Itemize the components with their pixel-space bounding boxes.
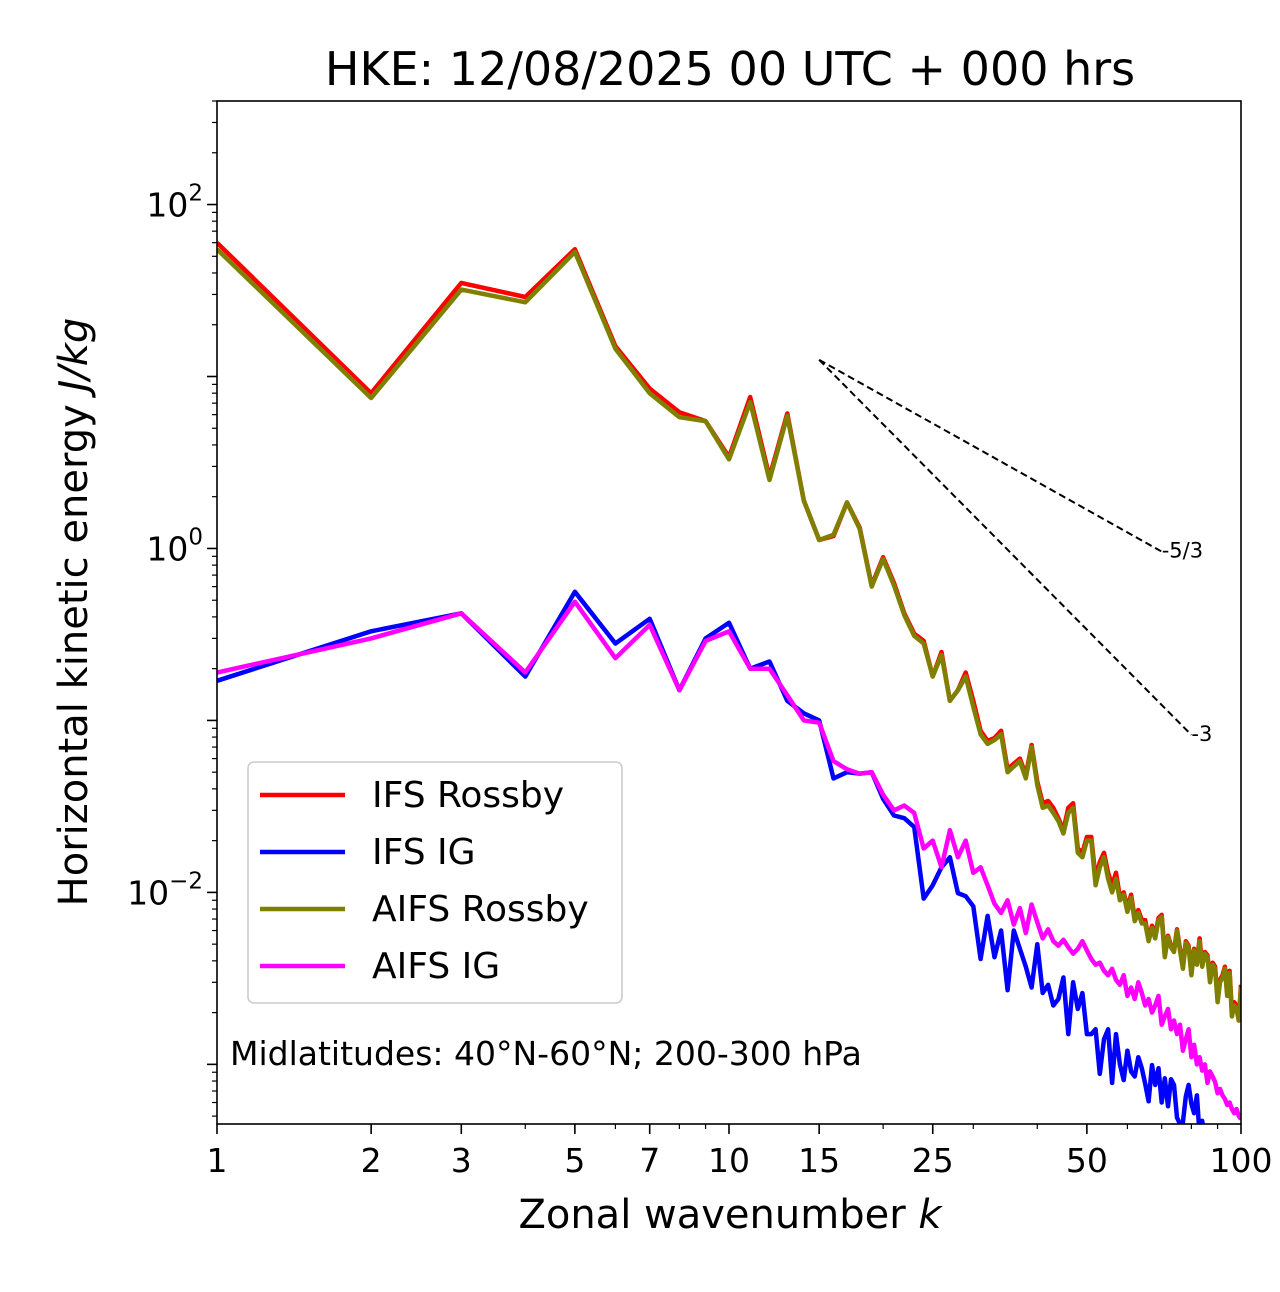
- legend-label: AIFS Rossby: [372, 889, 589, 930]
- x-tick-label: 2: [361, 1141, 382, 1180]
- series-line-aifs-ig: [217, 599, 1241, 1121]
- x-tick-label: 5: [564, 1141, 585, 1180]
- reference-line-slope-2: [818, 359, 1193, 736]
- y-tick-label: 102: [146, 181, 203, 225]
- chart-title: HKE: 12/08/2025 00 UTC + 000 hrs: [325, 42, 1135, 96]
- region-annotation: Midlatitudes: 40°N-60°N; 200-300 hPa: [230, 1034, 862, 1073]
- y-tick-label: 10−2: [127, 868, 203, 912]
- y-tick-label: 100: [146, 524, 203, 568]
- legend-label: IFS Rossby: [372, 775, 564, 816]
- x-tick-label: 50: [1066, 1141, 1108, 1180]
- reference-line-slope-1: [818, 358, 1163, 553]
- x-axis-label-variable: k: [918, 1192, 943, 1238]
- x-tick-label: 7: [639, 1141, 660, 1180]
- reference-line-label-1: -5/3: [1162, 539, 1203, 563]
- legend-label: AIFS IG: [372, 946, 500, 987]
- x-axis-ticks: 1 2 3 5 7 10 15 25 50 100: [207, 1124, 1273, 1180]
- plot-area: [217, 241, 1241, 1124]
- x-tick-label: 1: [207, 1141, 228, 1180]
- y-axis-label-unit: J/kg: [51, 318, 97, 399]
- x-axis-label-text: Zonal wavenumber: [518, 1192, 918, 1238]
- legend: IFS Rossby IFS IG AIFS Rossby AIFS IG: [247, 761, 623, 1004]
- reference-line-label-2: -3: [1191, 722, 1212, 746]
- y-axis-ticks: 10−2 100 102: [127, 100, 217, 1117]
- x-tick-label: 15: [798, 1141, 840, 1180]
- y-axis-label-text: Horizontal kinetic energy: [51, 392, 97, 907]
- y-axis-label: Horizontal kinetic energy J/kg: [51, 318, 97, 907]
- legend-label: IFS IG: [372, 832, 476, 873]
- x-tick-label: 3: [451, 1141, 472, 1180]
- legend-frame: [247, 761, 623, 1004]
- series-line-aifs-rossby: [217, 247, 1241, 1023]
- x-tick-label: 100: [1210, 1141, 1273, 1180]
- x-axis-label: Zonal wavenumber k: [518, 1192, 943, 1238]
- x-tick-label: 10: [708, 1141, 750, 1180]
- x-tick-label: 25: [912, 1141, 954, 1180]
